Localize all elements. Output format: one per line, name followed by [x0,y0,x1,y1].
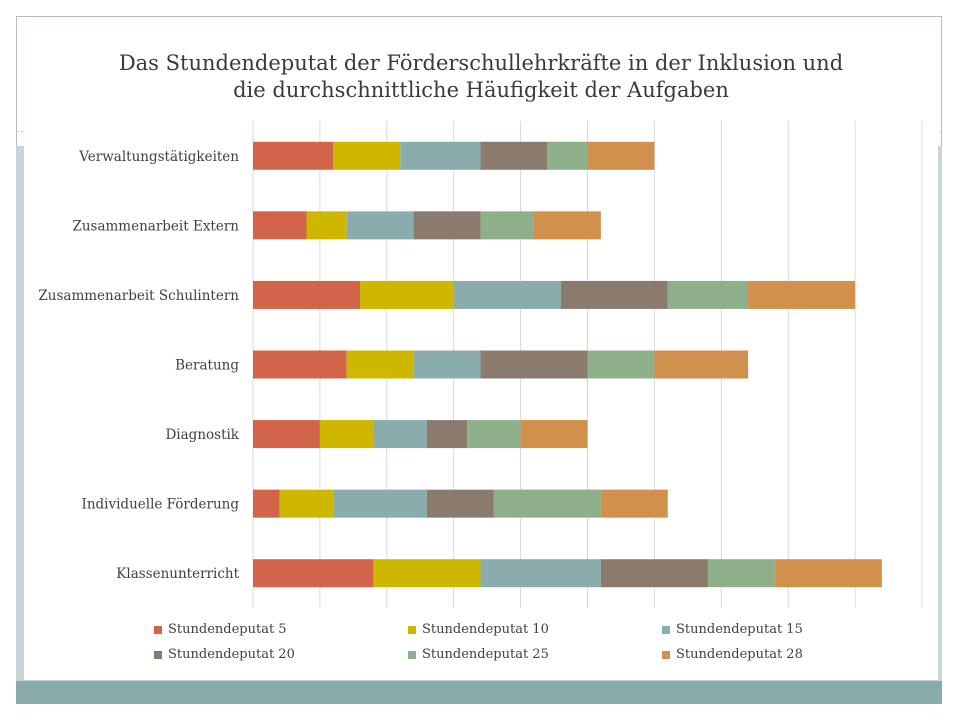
chart-title-line-2: die durchschnittliche Häufigkeit der Auf… [233,78,729,102]
bar-segment [360,280,454,309]
category-label: Individuelle Förderung [82,497,240,513]
category-label: Zusammenarbeit Schulintern [38,288,239,304]
category-label: Zusammenarbeit Extern [72,218,239,234]
bar-segment [533,211,601,240]
bar-segment [253,559,374,588]
category-label: Verwaltungstätigkeiten [78,149,239,165]
bar-segment [748,280,856,309]
bar-segment [373,420,427,449]
bar-segment [547,141,588,170]
bar-segment [587,350,655,379]
bar-segment [253,489,280,518]
bar-segment [480,559,601,588]
bar-segment [253,211,307,240]
chart-title: Das Stundendeputat der Förderschullehrkr… [24,50,938,104]
bar-segment [413,350,481,379]
bar-segment [253,420,320,449]
bar-segment [654,350,749,379]
bar-segment [493,489,601,518]
chart-title-line-1: Das Stundendeputat der Förderschullehrkr… [118,51,844,75]
category-label: Klassenunterricht [116,566,239,582]
slide-footer-band [16,681,942,704]
stacked-bar-chart: Verwaltungstätigkeiten Zusammenarbeit Ext… [38,121,923,608]
bar-segment [560,280,668,309]
bar-segment [707,559,775,588]
bar-segment [587,141,655,170]
bar-segment [467,420,521,449]
bar-segment [600,559,708,588]
bar-segment [346,211,414,240]
bar-segment [667,280,749,309]
bar-segment [520,420,588,449]
bar-segment [333,141,401,170]
category-label: Beratung [175,358,239,374]
bar-segment [480,141,548,170]
bar-segment [279,489,334,518]
bar-segment [600,489,668,518]
bar-segment [253,350,347,379]
bar-segment [480,211,534,240]
bar-segment [400,141,481,170]
bar-segment [319,420,374,449]
bar-segment [774,559,882,588]
chart-panel: Das Stundendeputat der Förderschullehrkr… [24,40,938,680]
bar-segment [373,559,481,588]
bar-segment [413,211,481,240]
bar-segment [426,489,494,518]
bar-segment [453,280,561,309]
bar-segment [426,420,468,449]
bar-segment [253,280,361,309]
bar-segment [306,211,347,240]
category-label: Diagnostik [165,427,239,443]
bar-segment [346,350,414,379]
bar-segment [480,350,588,379]
bar-segment [333,489,427,518]
bar-segment [253,141,334,170]
